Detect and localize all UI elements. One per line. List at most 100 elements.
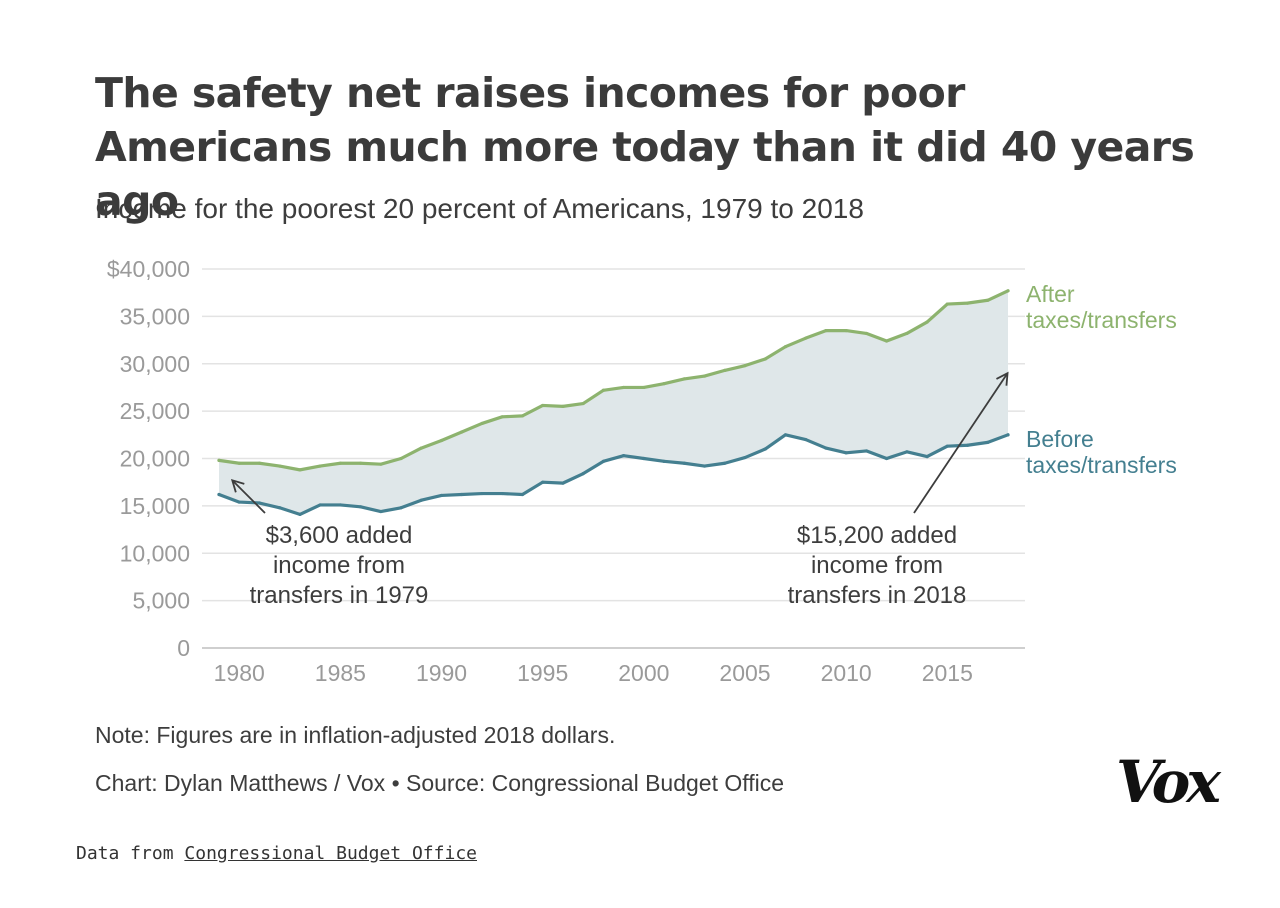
before-data-point: [864, 449, 868, 453]
before-data-point: [783, 433, 788, 437]
after-data-point: [561, 404, 565, 408]
after-data-point: [217, 458, 221, 462]
credit-text: Chart: Dylan Matthews / Vox • Source: Co…: [95, 770, 785, 796]
before-data-point: [217, 492, 221, 497]
after-data-point: [480, 421, 484, 426]
after-data-point: [379, 462, 383, 466]
before-data-point: [945, 444, 949, 448]
before-data-point: [278, 506, 282, 510]
after-data-point: [399, 456, 403, 461]
before-data-point: [581, 472, 585, 476]
gap-area: [219, 290, 1008, 515]
before-data-point: [844, 451, 848, 455]
before-data-point: [662, 459, 666, 463]
before-data-point: [419, 498, 423, 502]
after-data-point: [783, 345, 788, 349]
before-taxes-line: [217, 433, 1010, 517]
after-data-point: [541, 403, 545, 408]
after-data-point: [743, 364, 747, 368]
after-data-point: [925, 320, 929, 324]
gap-area-fill: [219, 290, 1008, 515]
before-data-point: [257, 501, 262, 505]
before-data-point: [804, 437, 808, 442]
before-data-point: [743, 455, 747, 460]
before-data-point: [601, 459, 605, 463]
after-data-point: [642, 385, 646, 390]
y-tick-label: $40,000: [107, 256, 190, 282]
after-series-label: After: [1026, 281, 1075, 307]
after-data-point: [581, 401, 585, 406]
y-tick-label: 35,000: [120, 303, 190, 329]
annotation-1979-text: transfers in 1979: [250, 582, 429, 609]
y-tick-label: 25,000: [120, 398, 190, 424]
before-data-point: [359, 505, 363, 509]
after-data-point: [298, 468, 302, 472]
before-data-point: [986, 440, 990, 444]
y-tick-label: 20,000: [120, 446, 190, 472]
after-data-point: [945, 302, 949, 306]
series-lines: [217, 289, 1010, 517]
before-data-point: [541, 480, 545, 484]
x-tick-label: 1990: [416, 660, 467, 686]
y-tick-label: 30,000: [120, 351, 190, 377]
after-data-point: [965, 301, 970, 305]
before-data-point: [318, 503, 322, 507]
series-labels: Aftertaxes/transfersBeforetaxes/transfer…: [1026, 281, 1177, 478]
y-tick-label: 0: [177, 635, 190, 661]
y-tick-label: 10,000: [120, 540, 190, 566]
before-data-point: [500, 491, 504, 496]
x-tick-label: 1995: [517, 660, 568, 686]
before-data-point: [642, 456, 646, 461]
before-data-point: [338, 503, 342, 507]
annotation-2018-text: income from: [811, 552, 943, 579]
before-series-label: taxes/transfers: [1026, 452, 1177, 478]
after-data-point: [460, 430, 464, 434]
after-data-point: [622, 385, 626, 390]
chart-subtitle: Income for the poorest 20 percent of Ame…: [95, 193, 864, 224]
before-data-point: [439, 493, 444, 498]
after-data-point: [520, 414, 525, 418]
after-data-point: [682, 377, 686, 381]
vox-logo: Vox: [1116, 748, 1221, 816]
after-series-label: taxes/transfers: [1026, 307, 1177, 333]
annotation-1979-text: income from: [273, 552, 405, 579]
after-data-point: [318, 464, 322, 468]
after-data-point: [601, 388, 605, 392]
after-data-point: [278, 464, 282, 468]
after-data-point: [763, 357, 767, 361]
before-data-point: [298, 512, 302, 517]
after-data-point: [237, 461, 241, 465]
after-data-point: [702, 374, 707, 378]
after-data-point: [986, 298, 990, 302]
after-data-point: [864, 331, 868, 336]
annotation-1979-arrow: [230, 478, 266, 514]
annotation-2018-arrow: [913, 371, 1009, 514]
after-data-point: [359, 461, 363, 465]
source-link[interactable]: Congressional Budget Office: [184, 843, 477, 864]
chart-title: The safety net raises incomes for poor A…: [95, 69, 1195, 225]
y-tick-label: 15,000: [120, 493, 190, 519]
before-data-point: [925, 455, 929, 459]
x-tick-label: 2010: [821, 660, 872, 686]
data-source-line: Data from Congressional Budget Office: [76, 843, 477, 864]
annotations: $3,600 added income from transfers in 1979…: [230, 371, 1009, 609]
before-data-point: [763, 447, 767, 451]
before-data-point: [399, 506, 403, 510]
after-data-point: [439, 438, 444, 443]
after-data-point: [804, 336, 808, 340]
before-data-point: [460, 492, 464, 497]
before-data-point: [622, 454, 626, 458]
after-data-point: [723, 368, 727, 372]
before-data-point: [520, 492, 525, 497]
before-data-point: [824, 446, 828, 450]
after-data-point: [844, 328, 848, 333]
before-data-point: [885, 456, 889, 461]
before-data-point: [682, 461, 686, 465]
note-text: Note: Figures are in inflation-adjusted …: [95, 722, 616, 748]
after-data-point: [419, 446, 423, 450]
x-tick-label: 2000: [618, 660, 669, 686]
before-data-point: [965, 443, 970, 447]
before-data-point: [723, 461, 727, 465]
before-data-point: [379, 509, 383, 514]
y-tick-label: 5,000: [132, 588, 190, 614]
